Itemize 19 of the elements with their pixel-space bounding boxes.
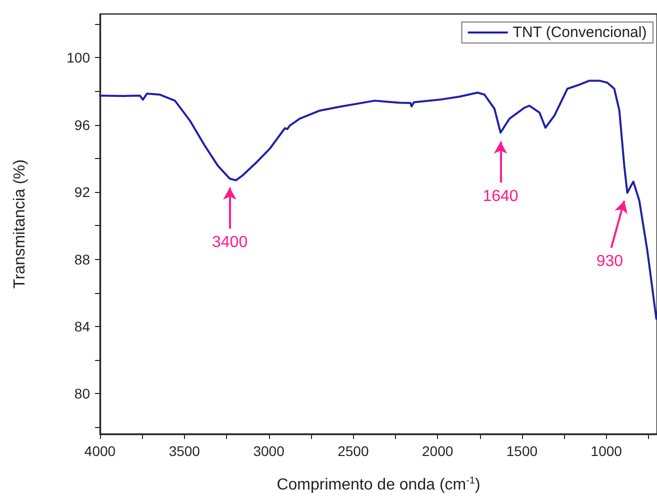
annotation: 3400 bbox=[212, 234, 248, 252]
line-series bbox=[99, 80, 657, 320]
y-axis-title: Transmitancia (%) bbox=[12, 159, 28, 289]
annotation: 1640 bbox=[482, 188, 518, 206]
legend-label: TNT (Convencional) bbox=[512, 24, 647, 41]
y-tick-label: 96 bbox=[74, 116, 90, 133]
y-tick-label: 80 bbox=[74, 386, 90, 402]
y-tick-label: 92 bbox=[74, 184, 90, 200]
x-tick-label: 4000 bbox=[84, 443, 116, 459]
annotation: 930 bbox=[596, 253, 624, 270]
y-tick-label: 84 bbox=[74, 318, 90, 334]
x-tick-label: 3000 bbox=[253, 443, 285, 459]
x-tick-label: 2500 bbox=[338, 443, 369, 459]
x-tick-label: 3500 bbox=[168, 443, 200, 459]
x-tick-label: 1500 bbox=[506, 443, 538, 459]
x-tick-label: 2000 bbox=[422, 443, 454, 459]
y-tick-label: 100 bbox=[66, 50, 90, 66]
x-tick-label: 1000 bbox=[590, 443, 622, 459]
y-tick-label: 88 bbox=[74, 251, 90, 268]
